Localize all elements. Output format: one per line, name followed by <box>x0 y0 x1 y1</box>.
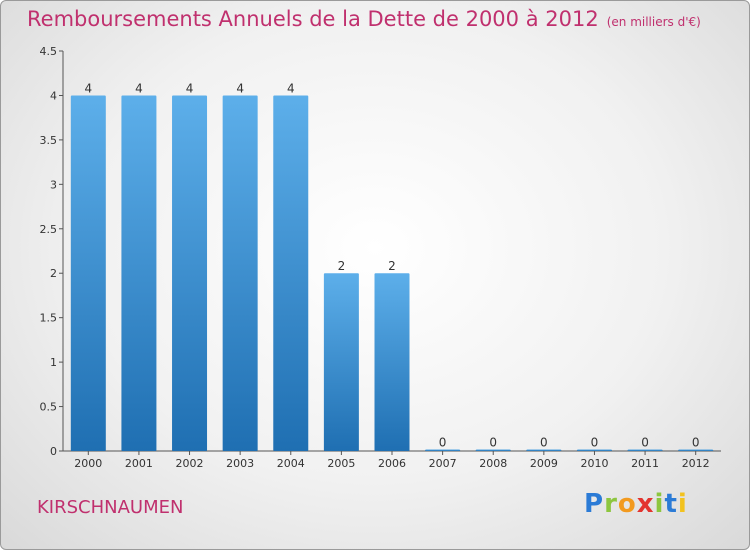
y-tick-label: 0 <box>50 445 57 458</box>
x-tick-label: 2000 <box>74 457 102 470</box>
chart-title-text: Remboursements Annuels de la Dette de 20… <box>27 7 599 31</box>
x-tick-label: 2004 <box>277 457 305 470</box>
logo-letter: P <box>584 489 605 519</box>
data-label: 4 <box>135 81 143 95</box>
x-tick-label: 2007 <box>429 457 457 470</box>
data-label: 2 <box>388 259 396 273</box>
bar <box>627 449 663 451</box>
x-tick-label: 2011 <box>631 457 659 470</box>
logo-letter: r <box>604 489 618 519</box>
x-tick-label: 2003 <box>226 457 254 470</box>
bar <box>425 449 461 451</box>
logo-letter: i <box>677 489 688 519</box>
y-tick-label: 4.5 <box>40 45 58 58</box>
bar <box>172 95 208 451</box>
data-label: 4 <box>236 81 244 95</box>
x-tick-label: 2009 <box>530 457 558 470</box>
bar <box>323 273 359 451</box>
data-label: 0 <box>439 436 447 450</box>
chart-title: Remboursements Annuels de la Dette de 20… <box>27 7 701 31</box>
data-label: 0 <box>692 436 700 450</box>
x-tick-label: 2012 <box>682 457 710 470</box>
x-tick-label: 2010 <box>580 457 608 470</box>
y-tick-label: 0.5 <box>40 401 58 414</box>
y-tick-label: 2.5 <box>40 223 58 236</box>
x-tick-label: 2002 <box>176 457 204 470</box>
proxiti-logo: Proxiti <box>584 489 688 519</box>
x-tick-label: 2006 <box>378 457 406 470</box>
data-label: 2 <box>338 259 346 273</box>
logo-letter: t <box>664 489 678 519</box>
bar <box>70 95 106 451</box>
bar <box>121 95 157 451</box>
bar <box>273 95 309 451</box>
y-tick-label: 3 <box>50 178 57 191</box>
y-tick-label: 3.5 <box>40 134 58 147</box>
y-tick-label: 4 <box>50 89 57 102</box>
data-label: 0 <box>540 436 548 450</box>
bar <box>475 449 511 451</box>
y-tick-label: 1 <box>50 356 57 369</box>
bar <box>374 273 410 451</box>
logo-letter: x <box>636 489 655 519</box>
bar <box>576 449 612 451</box>
data-label: 0 <box>591 436 599 450</box>
y-tick-label: 2 <box>50 267 57 280</box>
x-tick-label: 2008 <box>479 457 507 470</box>
bar <box>222 95 258 451</box>
data-label: 4 <box>287 81 295 95</box>
bar <box>526 449 562 451</box>
bar <box>678 449 714 451</box>
data-label: 0 <box>641 436 649 450</box>
logo-letter: i <box>654 489 665 519</box>
data-label: 4 <box>84 81 92 95</box>
logo-letter: o <box>617 489 637 519</box>
x-tick-label: 2005 <box>327 457 355 470</box>
data-label: 4 <box>186 81 194 95</box>
data-label: 0 <box>489 436 497 450</box>
commune-name: KIRSCHNAUMEN <box>37 497 184 518</box>
x-tick-label: 2001 <box>125 457 153 470</box>
y-tick-label: 1.5 <box>40 312 58 325</box>
chart-subtitle: (en milliers d'€) <box>606 15 701 29</box>
